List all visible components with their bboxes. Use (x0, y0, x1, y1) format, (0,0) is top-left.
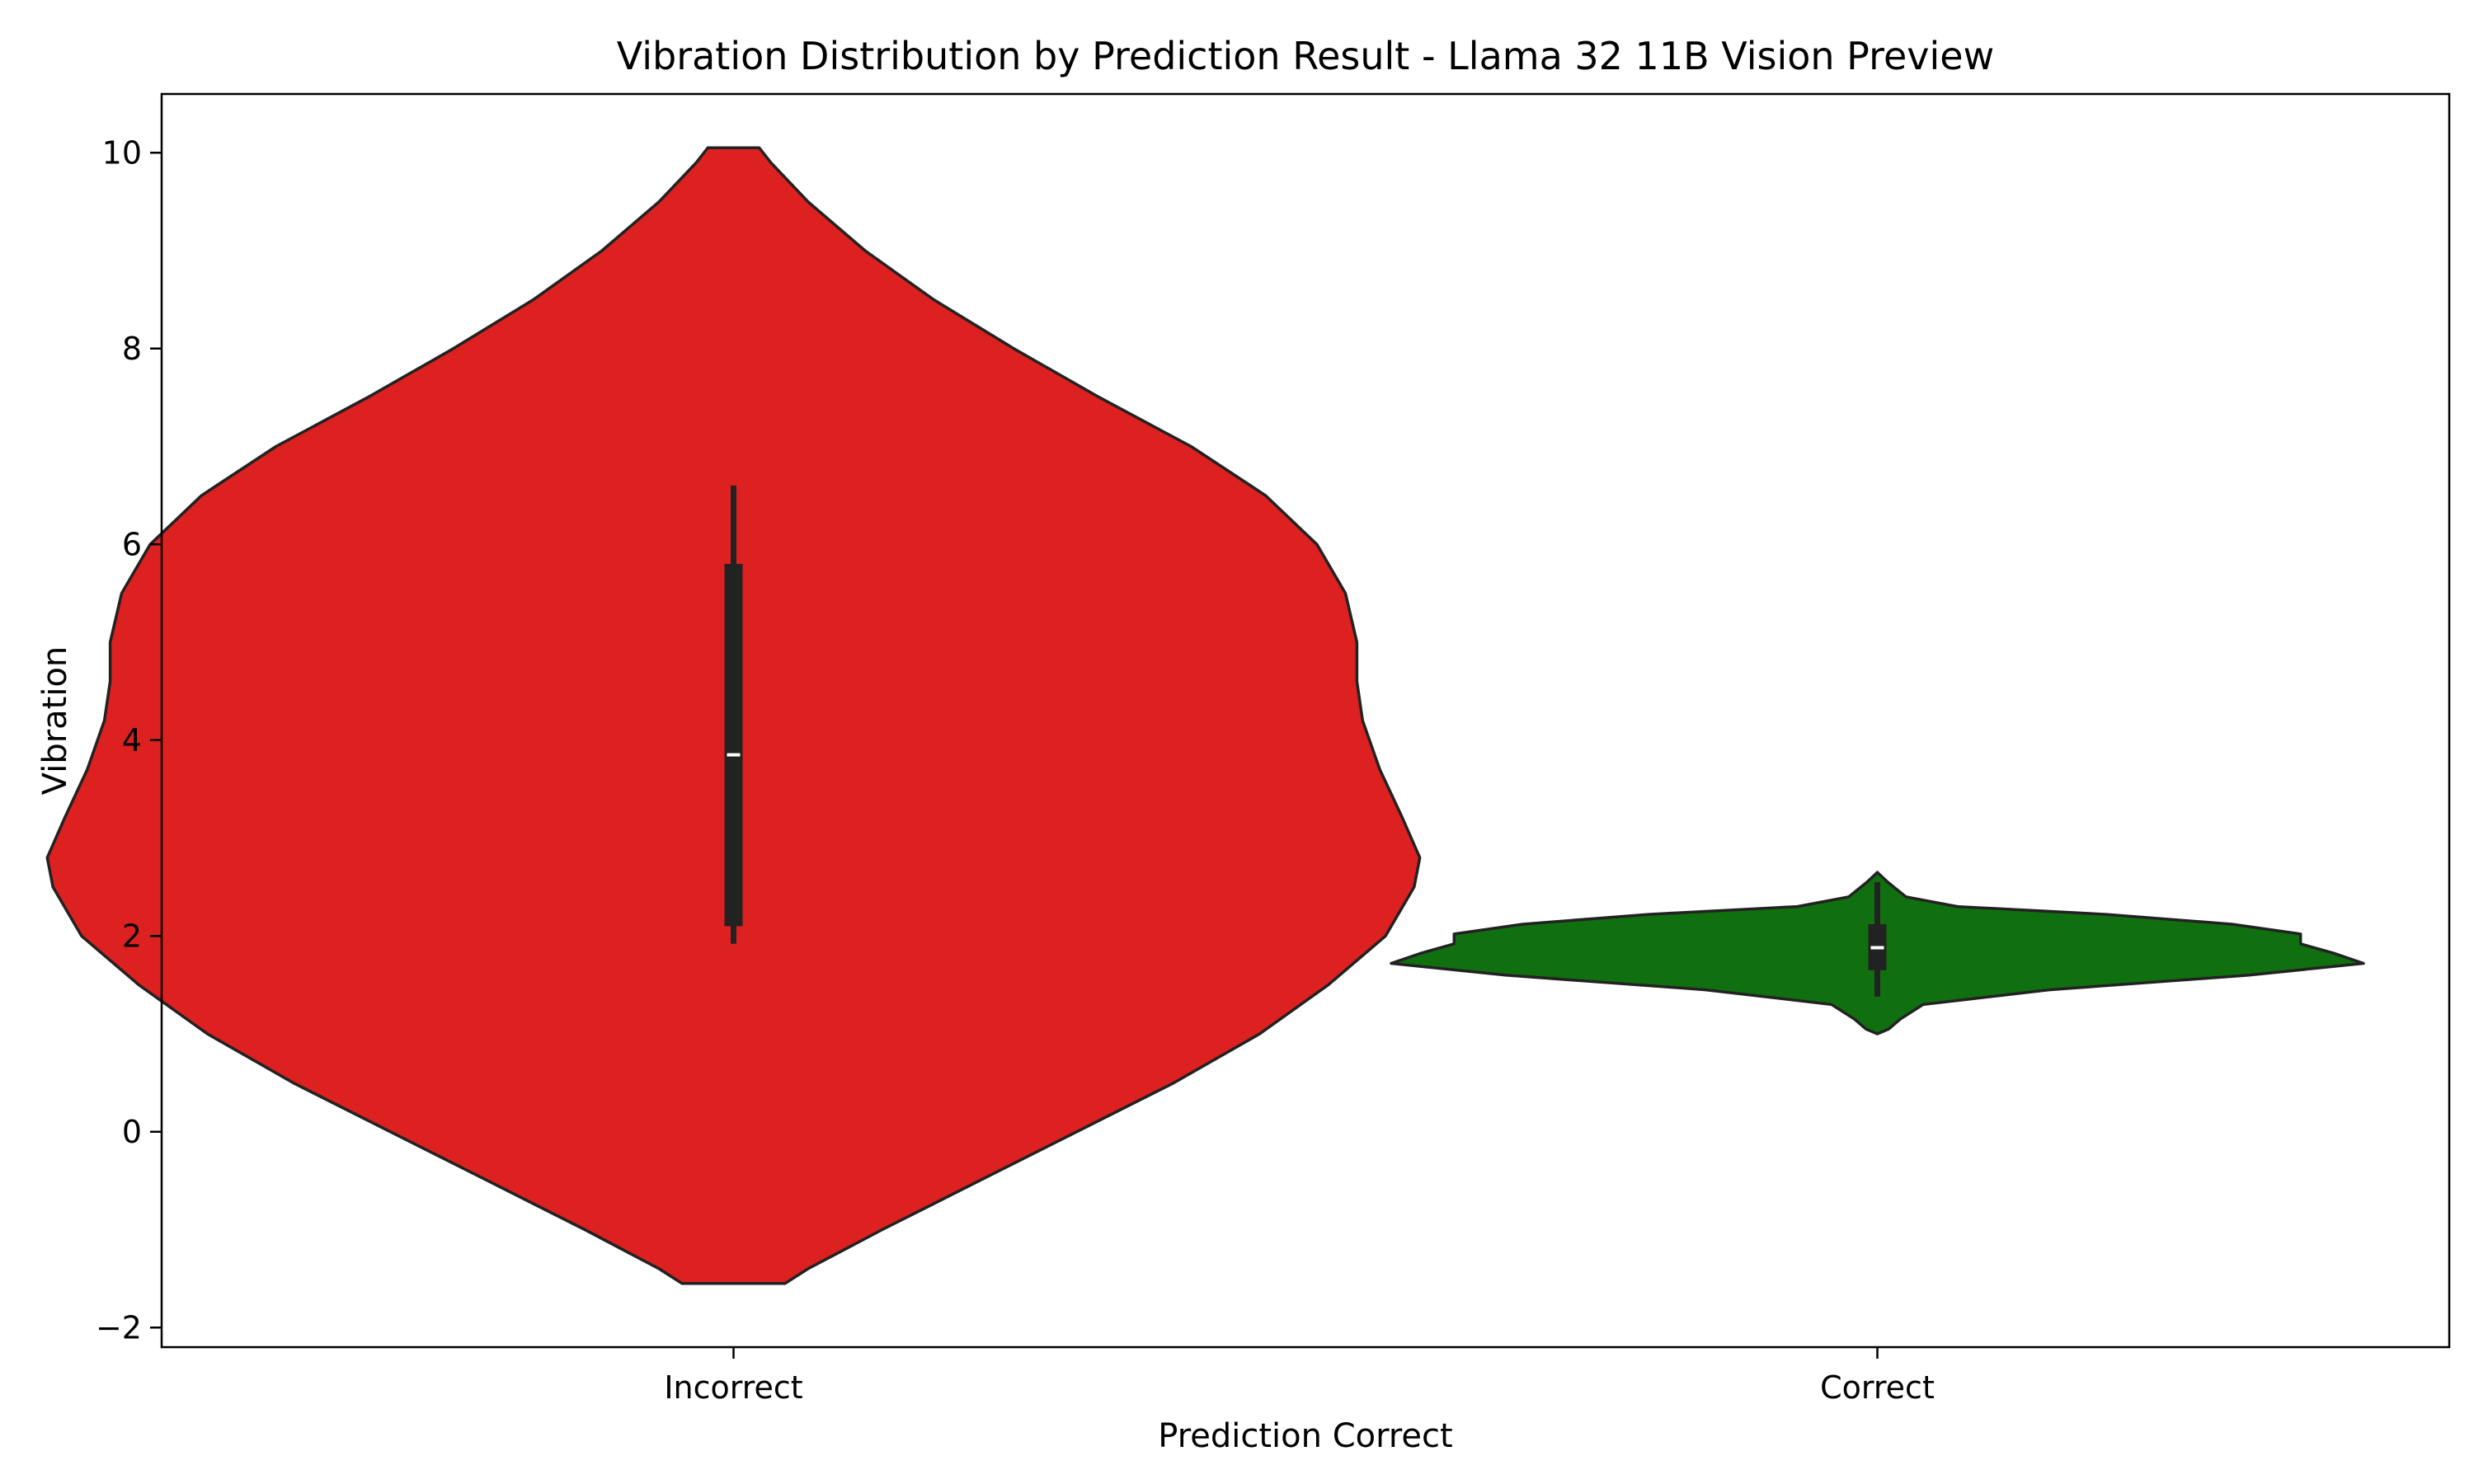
plot-area (45, 146, 2365, 1285)
y-tick-label: 0 (122, 1114, 142, 1150)
y-axis-label: Vibration (36, 646, 74, 796)
chart-title: Vibration Distribution by Prediction Res… (617, 34, 1994, 78)
y-axis: −2 0 2 4 6 8 10 (96, 134, 162, 1345)
x-axis: Incorrect Correct (664, 1347, 1935, 1406)
x-tick-label-incorrect: Incorrect (664, 1369, 802, 1406)
y-tick-label: 10 (102, 134, 142, 171)
axes-frame (160, 92, 2451, 1349)
y-tick-label: 4 (122, 722, 142, 758)
iqr-box-incorrect (724, 564, 743, 927)
y-tick-label: 2 (122, 918, 142, 954)
y-tick-label: 8 (122, 331, 142, 367)
y-tick-label: 6 (122, 526, 142, 562)
x-axis-label: Prediction Correct (1158, 1417, 1452, 1455)
y-tick-label: −2 (96, 1309, 142, 1345)
x-tick-label-correct: Correct (1820, 1369, 1935, 1406)
